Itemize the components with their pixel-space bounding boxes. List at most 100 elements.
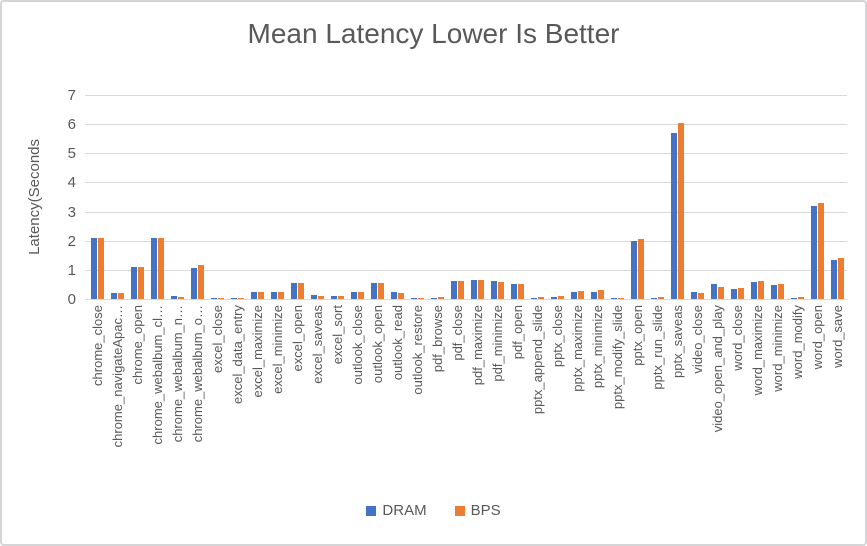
bar-dram-chrome-navigateApac- <box>110 292 117 299</box>
bar-dram-pptx-maximize <box>570 291 577 299</box>
gridline <box>85 269 847 271</box>
x-tick-label: pptx_close <box>549 305 565 368</box>
x-tick-label: pdf_close <box>449 305 465 361</box>
bar-bps-pptx-saveas <box>677 122 684 299</box>
bar-bps-pdf-minimize <box>497 281 504 299</box>
x-tick-label: word_open <box>809 305 825 370</box>
bar-bps-chrome-webalbum-n- <box>177 296 184 299</box>
bar-bps-word-maximize <box>757 280 764 299</box>
bar-bps-word-modify <box>797 296 804 299</box>
bar-dram-video-open-and-play <box>710 284 717 299</box>
bar-dram-pptx-saveas <box>670 132 677 299</box>
bar-bps-video-close <box>697 292 704 299</box>
bar-bps-word-save <box>837 257 844 299</box>
bar-bps-chrome-webalbum-cl- <box>157 237 164 299</box>
bar-bps-pdf-open <box>517 284 524 299</box>
bar-bps-chrome-webalbum-o- <box>197 265 204 299</box>
gridline <box>85 153 847 155</box>
x-tick-label: pptx_modify_slide <box>609 305 625 410</box>
x-tick-label: chrome_webalbum_cl… <box>149 305 165 445</box>
y-tick-label: 3 <box>67 203 76 221</box>
bar-bps-outlook-open <box>377 282 384 299</box>
bar-bps-chrome-close <box>97 237 104 299</box>
y-axis-title-text: Latency(Seconds <box>25 139 43 255</box>
x-tick-label: excel_minimize <box>269 305 285 394</box>
bar-dram-pdf-minimize <box>490 280 497 299</box>
bar-dram-pptx-append-slide <box>530 297 537 299</box>
y-tick-label: 2 <box>67 232 76 250</box>
bar-dram-outlook-restore <box>410 297 417 299</box>
bar-bps-outlook-restore <box>417 297 424 299</box>
y-tick-label: 6 <box>67 116 76 134</box>
x-tick-label: excel_data_entry <box>229 305 245 405</box>
gridline <box>85 240 847 242</box>
y-axis-title: Latency(Seconds <box>24 95 44 299</box>
x-tick-label: word_modify <box>789 305 805 379</box>
bar-dram-pptx-close <box>550 296 557 299</box>
bar-dram-pptx-minimize <box>590 291 597 299</box>
legend-swatch-bps <box>454 505 465 516</box>
bar-dram-excel-sort <box>330 296 337 299</box>
bar-bps-pptx-modify-slide <box>617 297 624 299</box>
bar-bps-pdf-browse <box>437 296 444 299</box>
bar-dram-outlook-read <box>390 291 397 299</box>
bar-dram-pdf-close <box>450 280 457 299</box>
x-tick-label: word_maximize <box>749 305 765 396</box>
x-tick-label: video_open_and_play <box>709 305 725 433</box>
bar-dram-excel-maximize <box>250 291 257 299</box>
x-tick-label: pptx_maximize <box>569 305 585 392</box>
x-tick-label: excel_saveas <box>309 305 325 384</box>
bar-bps-outlook-read <box>397 293 404 299</box>
bar-dram-pptx-modify-slide <box>610 297 617 299</box>
y-tick-label: 4 <box>67 174 76 192</box>
bar-bps-pptx-close <box>557 295 564 299</box>
bar-dram-outlook-close <box>350 291 357 299</box>
bar-bps-pptx-run-slide <box>657 296 664 299</box>
x-tick-label: word_minimize <box>769 305 785 392</box>
bar-dram-chrome-webalbum-n- <box>170 296 177 299</box>
bar-dram-excel-open <box>290 282 297 299</box>
legend-swatch-dram <box>366 505 377 516</box>
x-tick-label: excel_close <box>209 305 225 373</box>
bar-bps-excel-minimize <box>277 291 284 299</box>
x-tick-label: excel_maximize <box>249 305 265 398</box>
bar-dram-pdf-maximize <box>470 280 477 299</box>
chart-title: Mean Latency Lower Is Better <box>247 18 620 49</box>
bar-dram-excel-data-entry <box>230 297 237 299</box>
bar-dram-chrome-webalbum-cl- <box>150 237 157 299</box>
bar-dram-excel-close <box>210 297 217 299</box>
x-tick-label: excel_open <box>289 305 305 372</box>
y-tick-label: 7 <box>67 87 76 104</box>
bar-bps-pptx-maximize <box>577 291 584 299</box>
gridline <box>85 124 847 126</box>
x-tick-label: pdf_minimize <box>489 305 505 382</box>
legend: DRAM BPS <box>2 502 865 519</box>
gridline <box>85 211 847 213</box>
legend-label-dram: DRAM <box>382 502 427 519</box>
bar-dram-excel-minimize <box>270 291 277 299</box>
x-tick-label: chrome_webalbum_n… <box>169 305 185 443</box>
y-tick-label: 1 <box>67 261 76 279</box>
bar-bps-excel-close <box>217 297 224 299</box>
legend-item-dram: DRAM <box>366 502 427 519</box>
bar-bps-pptx-open <box>637 239 644 299</box>
bar-dram-pdf-browse <box>430 297 437 299</box>
x-tick-label: pptx_run_slide <box>649 305 665 390</box>
bar-dram-pptx-run-slide <box>650 297 657 299</box>
x-tick-label: outlook_restore <box>409 305 425 395</box>
bar-bps-outlook-close <box>357 291 364 299</box>
x-tick-label: chrome_webalbum_o… <box>189 305 205 443</box>
x-tick-label: outlook_read <box>389 305 405 381</box>
bar-bps-video-open-and-play <box>717 286 724 299</box>
bar-dram-excel-saveas <box>310 294 317 299</box>
bar-bps-excel-maximize <box>257 291 264 299</box>
bar-dram-video-close <box>690 291 697 299</box>
bar-bps-excel-data-entry <box>237 297 244 299</box>
x-tick-label: excel_sort <box>329 305 345 365</box>
x-tick-label: outlook_open <box>369 305 385 384</box>
gridline <box>85 182 847 184</box>
bar-bps-pdf-maximize <box>477 280 484 299</box>
bar-bps-excel-open <box>297 282 304 299</box>
bar-dram-pptx-open <box>630 240 637 299</box>
x-tick-label: video_close <box>689 305 705 374</box>
